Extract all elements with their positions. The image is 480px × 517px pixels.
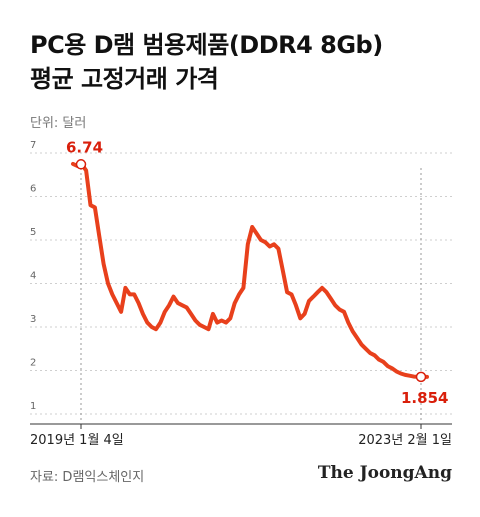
- brand-logo: The JoongAng: [317, 463, 452, 483]
- y-tick-label-4: 4: [30, 271, 36, 282]
- peak-point: [75, 159, 87, 170]
- y-tick-label-1: 1: [30, 401, 36, 412]
- title-line-1: PC용 D램 범용제품(DDR4 8Gb): [30, 31, 383, 59]
- source-label: 자료: D램익스체인지: [30, 470, 145, 485]
- y-tick-label-7: 7: [30, 140, 36, 151]
- y-tick-label-5: 5: [30, 227, 36, 238]
- x-label-end: 2023년 2월 1일: [358, 433, 452, 448]
- title-line-2: 평균 고정거래 가격: [30, 65, 219, 93]
- peak-value-label: 6.74: [66, 138, 103, 156]
- series-line: [71, 161, 429, 379]
- last-point: [415, 371, 427, 383]
- x-label-start: 2019년 1월 4일: [30, 433, 124, 448]
- y-tick-label-3: 3: [30, 314, 36, 325]
- chart-title: PC용 D램 범용제품(DDR4 8Gb) 평균 고정거래 가격: [30, 28, 383, 96]
- y-tick-label-6: 6: [30, 184, 36, 195]
- unit-label: 단위: 달러: [30, 116, 87, 131]
- y-tick-label-2: 2: [30, 358, 36, 369]
- last-value-label: 1.854: [401, 389, 448, 407]
